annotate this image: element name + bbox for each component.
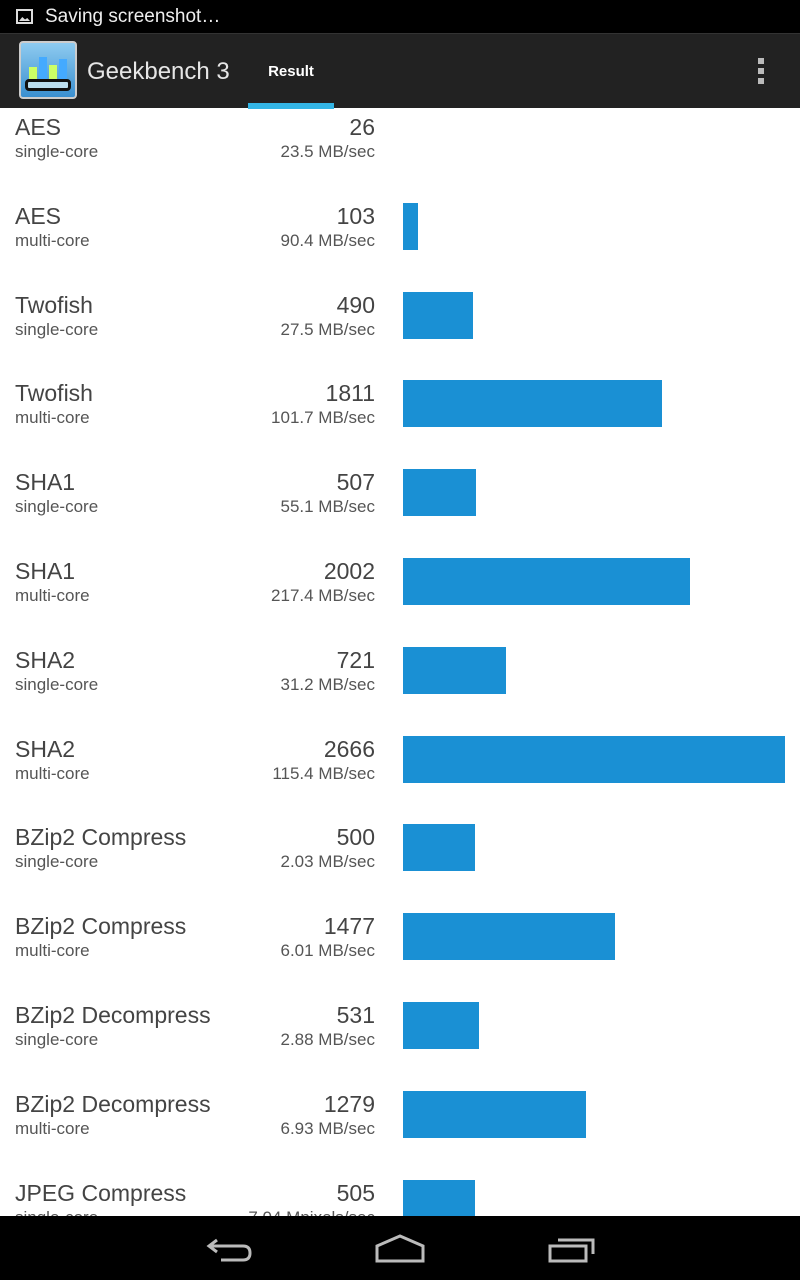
score-bar [403, 913, 615, 961]
image-icon [16, 9, 33, 24]
benchmark-name: BZip2 Compress [15, 824, 187, 851]
benchmark-rate: 23.5 MB/sec [280, 142, 376, 161]
benchmark-name: SHA2 [15, 646, 76, 673]
benchmark-score: 507 [336, 469, 375, 496]
tab-result[interactable]: Result [248, 34, 334, 109]
score-bar [403, 202, 418, 250]
score-bar [403, 1001, 479, 1049]
result-row[interactable]: JPEG Compress single-core 505 7.04 Mpixe… [0, 1160, 800, 1216]
result-row[interactable]: SHA1 single-core 507 55.1 MB/sec [0, 449, 800, 538]
benchmark-score: 531 [336, 1001, 375, 1028]
benchmark-rate: 101.7 MB/sec [271, 408, 375, 428]
result-row[interactable]: SHA1 multi-core 2002 217.4 MB/sec [0, 538, 800, 627]
benchmark-mode: single-core [15, 1208, 98, 1216]
benchmark-score: 26 [349, 114, 375, 140]
results-list[interactable]: AES single-core 26 23.5 MB/sec AES multi… [0, 108, 800, 1216]
score-bar [403, 646, 506, 694]
benchmark-rate: 217.4 MB/sec [271, 585, 375, 605]
benchmark-mode: single-core [15, 1029, 99, 1049]
score-bar [403, 735, 785, 783]
benchmark-name: BZip2 Decompress [15, 1090, 211, 1117]
benchmark-rate: 6.01 MB/sec [280, 941, 376, 961]
result-row[interactable]: AES single-core 26 23.5 MB/sec [0, 108, 800, 183]
result-row[interactable]: AES multi-core 103 90.4 MB/sec [0, 183, 800, 272]
benchmark-score: 1477 [323, 913, 375, 940]
benchmark-name: SHA1 [15, 557, 76, 584]
score-bar [403, 469, 476, 517]
recent-apps-icon[interactable] [548, 1234, 596, 1264]
navigation-bar [0, 1216, 800, 1280]
benchmark-score: 505 [336, 1179, 375, 1206]
benchmark-mode: single-core [15, 142, 99, 161]
benchmark-mode: single-core [15, 674, 99, 694]
benchmark-score: 721 [336, 646, 375, 673]
benchmark-rate: 55.1 MB/sec [280, 497, 376, 517]
app-title: Geekbench 3 [87, 58, 230, 85]
benchmark-mode: multi-core [15, 230, 90, 250]
benchmark-name: SHA2 [15, 735, 76, 762]
benchmark-mode: multi-core [15, 1118, 90, 1138]
benchmark-score: 2666 [323, 735, 375, 762]
benchmark-rate: 7.04 Mpixels/sec [248, 1208, 375, 1216]
result-row[interactable]: Twofish multi-core 1811 101.7 MB/sec [0, 360, 800, 449]
benchmark-name: SHA1 [15, 469, 76, 496]
status-bar: Saving screenshot… [0, 0, 800, 33]
benchmark-score: 103 [336, 202, 375, 229]
result-row[interactable]: Twofish single-core 490 27.5 MB/sec [0, 272, 800, 361]
benchmark-score: 1279 [323, 1090, 375, 1117]
benchmark-score: 490 [336, 291, 375, 318]
status-text: Saving screenshot… [45, 5, 221, 27]
benchmark-mode: multi-core [15, 763, 90, 783]
benchmark-name: BZip2 Compress [15, 913, 187, 940]
benchmark-score: 2002 [323, 557, 375, 584]
back-icon[interactable] [205, 1234, 255, 1264]
overflow-menu-icon[interactable] [758, 58, 764, 88]
benchmark-name: Twofish [15, 380, 93, 407]
benchmark-mode: single-core [15, 852, 99, 872]
benchmark-rate: 31.2 MB/sec [280, 674, 376, 694]
benchmark-score: 500 [336, 824, 375, 851]
benchmark-rate: 6.93 MB/sec [280, 1118, 376, 1138]
benchmark-name: BZip2 Decompress [15, 1001, 211, 1028]
result-row[interactable]: BZip2 Compress multi-core 1477 6.01 MB/s… [0, 893, 800, 982]
result-row[interactable]: BZip2 Decompress multi-core 1279 6.93 MB… [0, 1071, 800, 1160]
result-row[interactable]: BZip2 Decompress single-core 531 2.88 MB… [0, 982, 800, 1071]
geekbench-logo-icon[interactable] [19, 41, 77, 99]
score-bar [403, 380, 662, 428]
benchmark-rate: 2.03 MB/sec [280, 852, 376, 872]
benchmark-rate: 90.4 MB/sec [280, 230, 376, 250]
score-bar [403, 557, 690, 605]
benchmark-mode: multi-core [15, 585, 90, 605]
result-row[interactable]: SHA2 multi-core 2666 115.4 MB/sec [0, 716, 800, 805]
score-bar [403, 824, 475, 872]
benchmark-mode: single-core [15, 497, 99, 517]
score-bar [403, 1179, 475, 1216]
benchmark-rate: 27.5 MB/sec [280, 319, 376, 339]
benchmark-rate: 2.88 MB/sec [280, 1029, 376, 1049]
benchmark-name: AES [15, 114, 62, 140]
benchmark-mode: multi-core [15, 408, 90, 428]
benchmark-name: AES [15, 202, 62, 229]
action-bar: Geekbench 3 Result [0, 33, 800, 109]
benchmark-rate: 115.4 MB/sec [272, 763, 375, 783]
home-icon[interactable] [374, 1234, 426, 1264]
result-row[interactable]: SHA2 single-core 721 31.2 MB/sec [0, 627, 800, 716]
score-bar [403, 291, 473, 339]
benchmark-mode: multi-core [15, 941, 90, 961]
result-row[interactable]: BZip2 Compress single-core 500 2.03 MB/s… [0, 804, 800, 893]
benchmark-name: Twofish [15, 291, 93, 318]
score-bar [403, 1090, 586, 1138]
benchmark-score: 1811 [325, 380, 375, 407]
benchmark-name: JPEG Compress [15, 1179, 187, 1206]
benchmark-mode: single-core [15, 319, 99, 339]
